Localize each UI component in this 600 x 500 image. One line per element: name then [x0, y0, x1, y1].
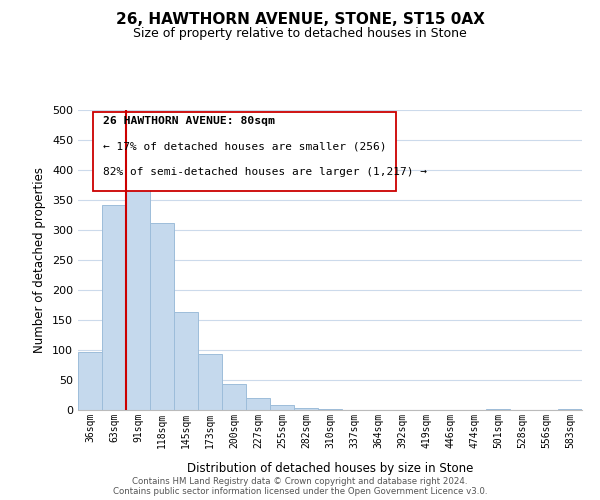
Bar [558, 409, 582, 410]
Text: 26 HAWTHORN AVENUE: 80sqm: 26 HAWTHORN AVENUE: 80sqm [103, 116, 275, 126]
Bar [174, 312, 198, 410]
Bar [102, 206, 126, 410]
Bar [150, 224, 174, 410]
Text: ← 17% of detached houses are smaller (256): ← 17% of detached houses are smaller (25… [103, 142, 387, 152]
Bar [78, 352, 102, 410]
Text: Contains HM Land Registry data © Crown copyright and database right 2024.: Contains HM Land Registry data © Crown c… [132, 477, 468, 486]
Bar [270, 405, 294, 410]
Bar [246, 398, 270, 410]
X-axis label: Distribution of detached houses by size in Stone: Distribution of detached houses by size … [187, 462, 473, 475]
Bar [294, 408, 318, 410]
Y-axis label: Number of detached properties: Number of detached properties [34, 167, 46, 353]
Bar [93, 112, 395, 191]
Bar [222, 384, 246, 410]
Text: 26, HAWTHORN AVENUE, STONE, ST15 0AX: 26, HAWTHORN AVENUE, STONE, ST15 0AX [116, 12, 484, 28]
Text: Size of property relative to detached houses in Stone: Size of property relative to detached ho… [133, 28, 467, 40]
Bar [198, 354, 222, 410]
Text: 82% of semi-detached houses are larger (1,217) →: 82% of semi-detached houses are larger (… [103, 167, 427, 177]
Bar [126, 164, 150, 410]
Bar [486, 409, 510, 410]
Text: Contains public sector information licensed under the Open Government Licence v3: Contains public sector information licen… [113, 487, 487, 496]
